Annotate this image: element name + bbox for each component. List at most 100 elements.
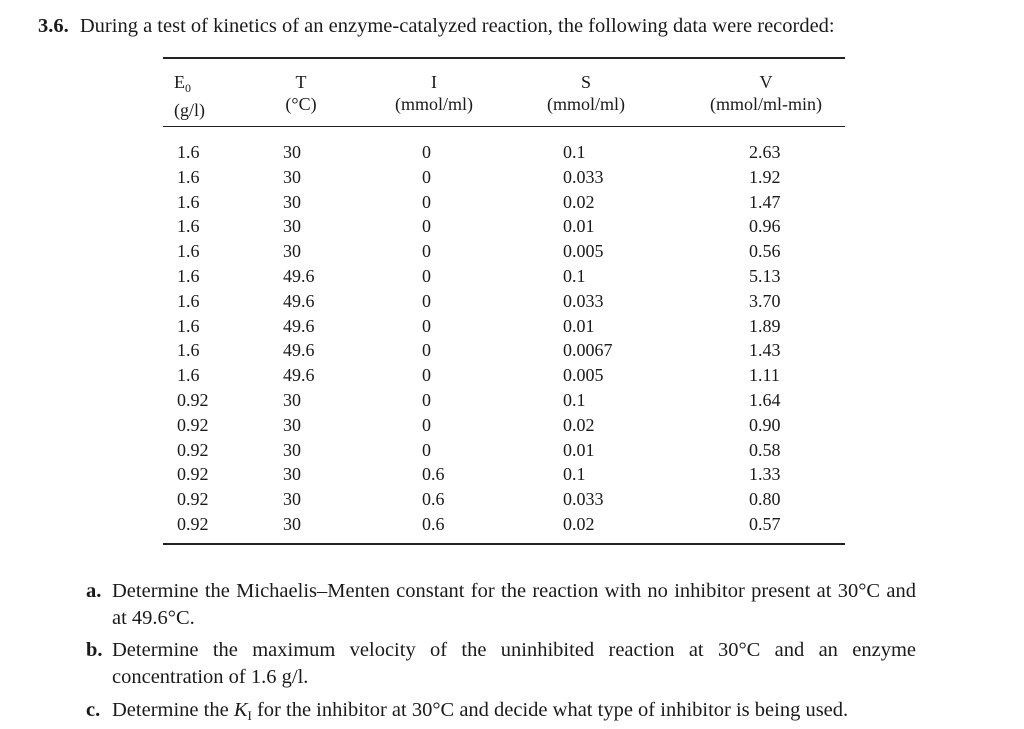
table-cell: 0.033: [563, 166, 604, 187]
table-cell: 1.6: [177, 166, 200, 187]
table-cell: 2.63: [749, 142, 781, 162]
table-cell: 1.47: [749, 191, 781, 212]
header-v: V (mmol/ml-min): [700, 71, 832, 115]
table-cell: 0: [422, 365, 431, 386]
problem-text: During a test of kinetics of an enzyme-c…: [79, 15, 835, 37]
table-cell: 0.01: [563, 315, 595, 336]
table-cell: 0.92: [177, 389, 209, 410]
table-cell: 0.1: [563, 265, 586, 286]
header-i: I (mmol/ml): [386, 71, 482, 115]
question-a-label: a.: [86, 580, 102, 602]
problem-statement: 3.6. During a test of kinetics of an enz…: [38, 13, 998, 39]
question-a: a. Determine the Michaelis–Menten consta…: [86, 578, 916, 632]
table-cell: 0.02: [563, 513, 595, 534]
question-c-label: c.: [86, 699, 101, 721]
table-cell: 0: [422, 340, 431, 361]
table-cell: 0.80: [749, 489, 781, 510]
table-cell: 0.0067: [563, 340, 613, 361]
table-cell: 0.02: [563, 414, 595, 435]
table-cell: 30: [283, 142, 301, 162]
header-e0-subscript: 0: [185, 81, 191, 95]
table-cell: 49.6: [283, 365, 315, 386]
table-cell: 0.92: [177, 439, 209, 460]
table-cell: 0.005: [563, 241, 604, 262]
column-v: 2.63 1.92 1.47 0.96 0.56 5.13 3.70 1.89 1.43 1.11…: [749, 140, 781, 537]
cropped-previous-line: [38, 0, 43, 12]
table-cell: 0: [422, 241, 431, 262]
table-cell: 0.90: [749, 414, 781, 435]
header-e0: E0 (g/l): [174, 71, 205, 121]
question-a-text: Determine the Michaelis–Menten constant …: [112, 580, 916, 629]
table-cell: 1.89: [749, 315, 781, 336]
table-cell: 0: [422, 166, 431, 187]
table-cell: 30: [283, 439, 301, 460]
table-cell: 0.1: [563, 142, 586, 162]
table-cell: 0.1: [563, 464, 586, 485]
table-cell: 30: [283, 241, 301, 262]
header-s-unit: (mmol/ml): [547, 94, 625, 114]
table-cell: 49.6: [283, 265, 315, 286]
table-cell: 30: [283, 216, 301, 237]
question-c-text: Determine the KI for the inhibitor at 30…: [112, 697, 916, 729]
table-cell: 0.033: [563, 489, 604, 510]
table-cell: 0.92: [177, 464, 209, 485]
table-cell: 30: [283, 191, 301, 212]
header-i-unit: (mmol/ml): [395, 94, 473, 114]
table-cell: 30: [283, 513, 301, 534]
table-cell: 0.6: [422, 489, 445, 510]
header-e0-unit: (g/l): [174, 100, 205, 120]
header-t-symbol: T: [295, 72, 307, 92]
table-cell: 0: [422, 439, 431, 460]
table-cell: 49.6: [283, 340, 315, 361]
table-cell: 0.58: [749, 439, 781, 460]
table-cell: 1.6: [177, 241, 200, 262]
table-cell: 0.6: [422, 464, 445, 485]
table-cell: 0: [422, 142, 431, 162]
header-t: T (°C): [276, 71, 326, 115]
table-cell: 1.43: [749, 340, 781, 361]
table-cell: 30: [283, 489, 301, 510]
table-header-rule: [163, 126, 845, 128]
table-cell: 30: [283, 414, 301, 435]
question-b: b. Determine the maximum velocity of the…: [86, 637, 916, 691]
question-b-text: Determine the maximum velocity of the un…: [112, 639, 916, 688]
table-cell: 1.6: [177, 340, 200, 361]
column-t: 30 30 30 30 30 49.6 49.6 49.6 49.6 49.6 30 30 30 30 30…: [283, 140, 315, 537]
table-bottom-rule: [163, 543, 845, 545]
column-i: 0 0 0 0 0 0 0 0 0 0 0 0 0 0.6 0.6 0.6: [422, 140, 445, 537]
table-cell: 0.005: [563, 365, 604, 386]
header-e0-symbol: E: [174, 72, 185, 92]
table-top-rule: [163, 57, 845, 59]
table-cell: 30: [283, 389, 301, 410]
problem-number: 3.6.: [38, 15, 69, 37]
table-cell: 0.92: [177, 513, 209, 534]
header-t-unit: (°C): [285, 94, 317, 114]
table-cell: 49.6: [283, 290, 315, 311]
table-cell: 0.6: [422, 513, 445, 534]
table-cell: 5.13: [749, 265, 781, 286]
question-c-text-after: for the inhibitor at 30°C and decide wha…: [251, 699, 849, 721]
table-cell: 49.6: [283, 315, 315, 336]
table-cell: 0.92: [177, 414, 209, 435]
table-cell: 0: [422, 290, 431, 311]
table-cell: 0.57: [749, 513, 781, 534]
table-cell: 30: [283, 166, 301, 187]
table-cell: 0.92: [177, 489, 209, 510]
table-cell: 1.11: [749, 365, 780, 386]
table-cell: 1.6: [177, 315, 200, 336]
column-s: 0.1 0.033 0.02 0.01 0.005 0.1 0.033 0.01 0.0067 0…: [563, 140, 613, 537]
question-c: c. Determine the KI for the inhibitor at…: [86, 697, 916, 729]
table-cell: 1.6: [177, 216, 200, 237]
table-cell: 1.6: [177, 265, 200, 286]
question-c-text-before: Determine the: [112, 699, 234, 721]
table-cell: 0.56: [749, 241, 781, 262]
table-cell: 0.033: [563, 290, 604, 311]
table-cell: 30: [283, 464, 301, 485]
table-cell: 0.02: [563, 191, 595, 212]
table-cell: 1.6: [177, 142, 200, 162]
table-cell: 1.6: [177, 365, 200, 386]
table-cell: 1.64: [749, 389, 781, 410]
table-cell: 0.01: [563, 216, 595, 237]
header-i-symbol: I: [431, 72, 437, 92]
table-cell: 0: [422, 414, 431, 435]
